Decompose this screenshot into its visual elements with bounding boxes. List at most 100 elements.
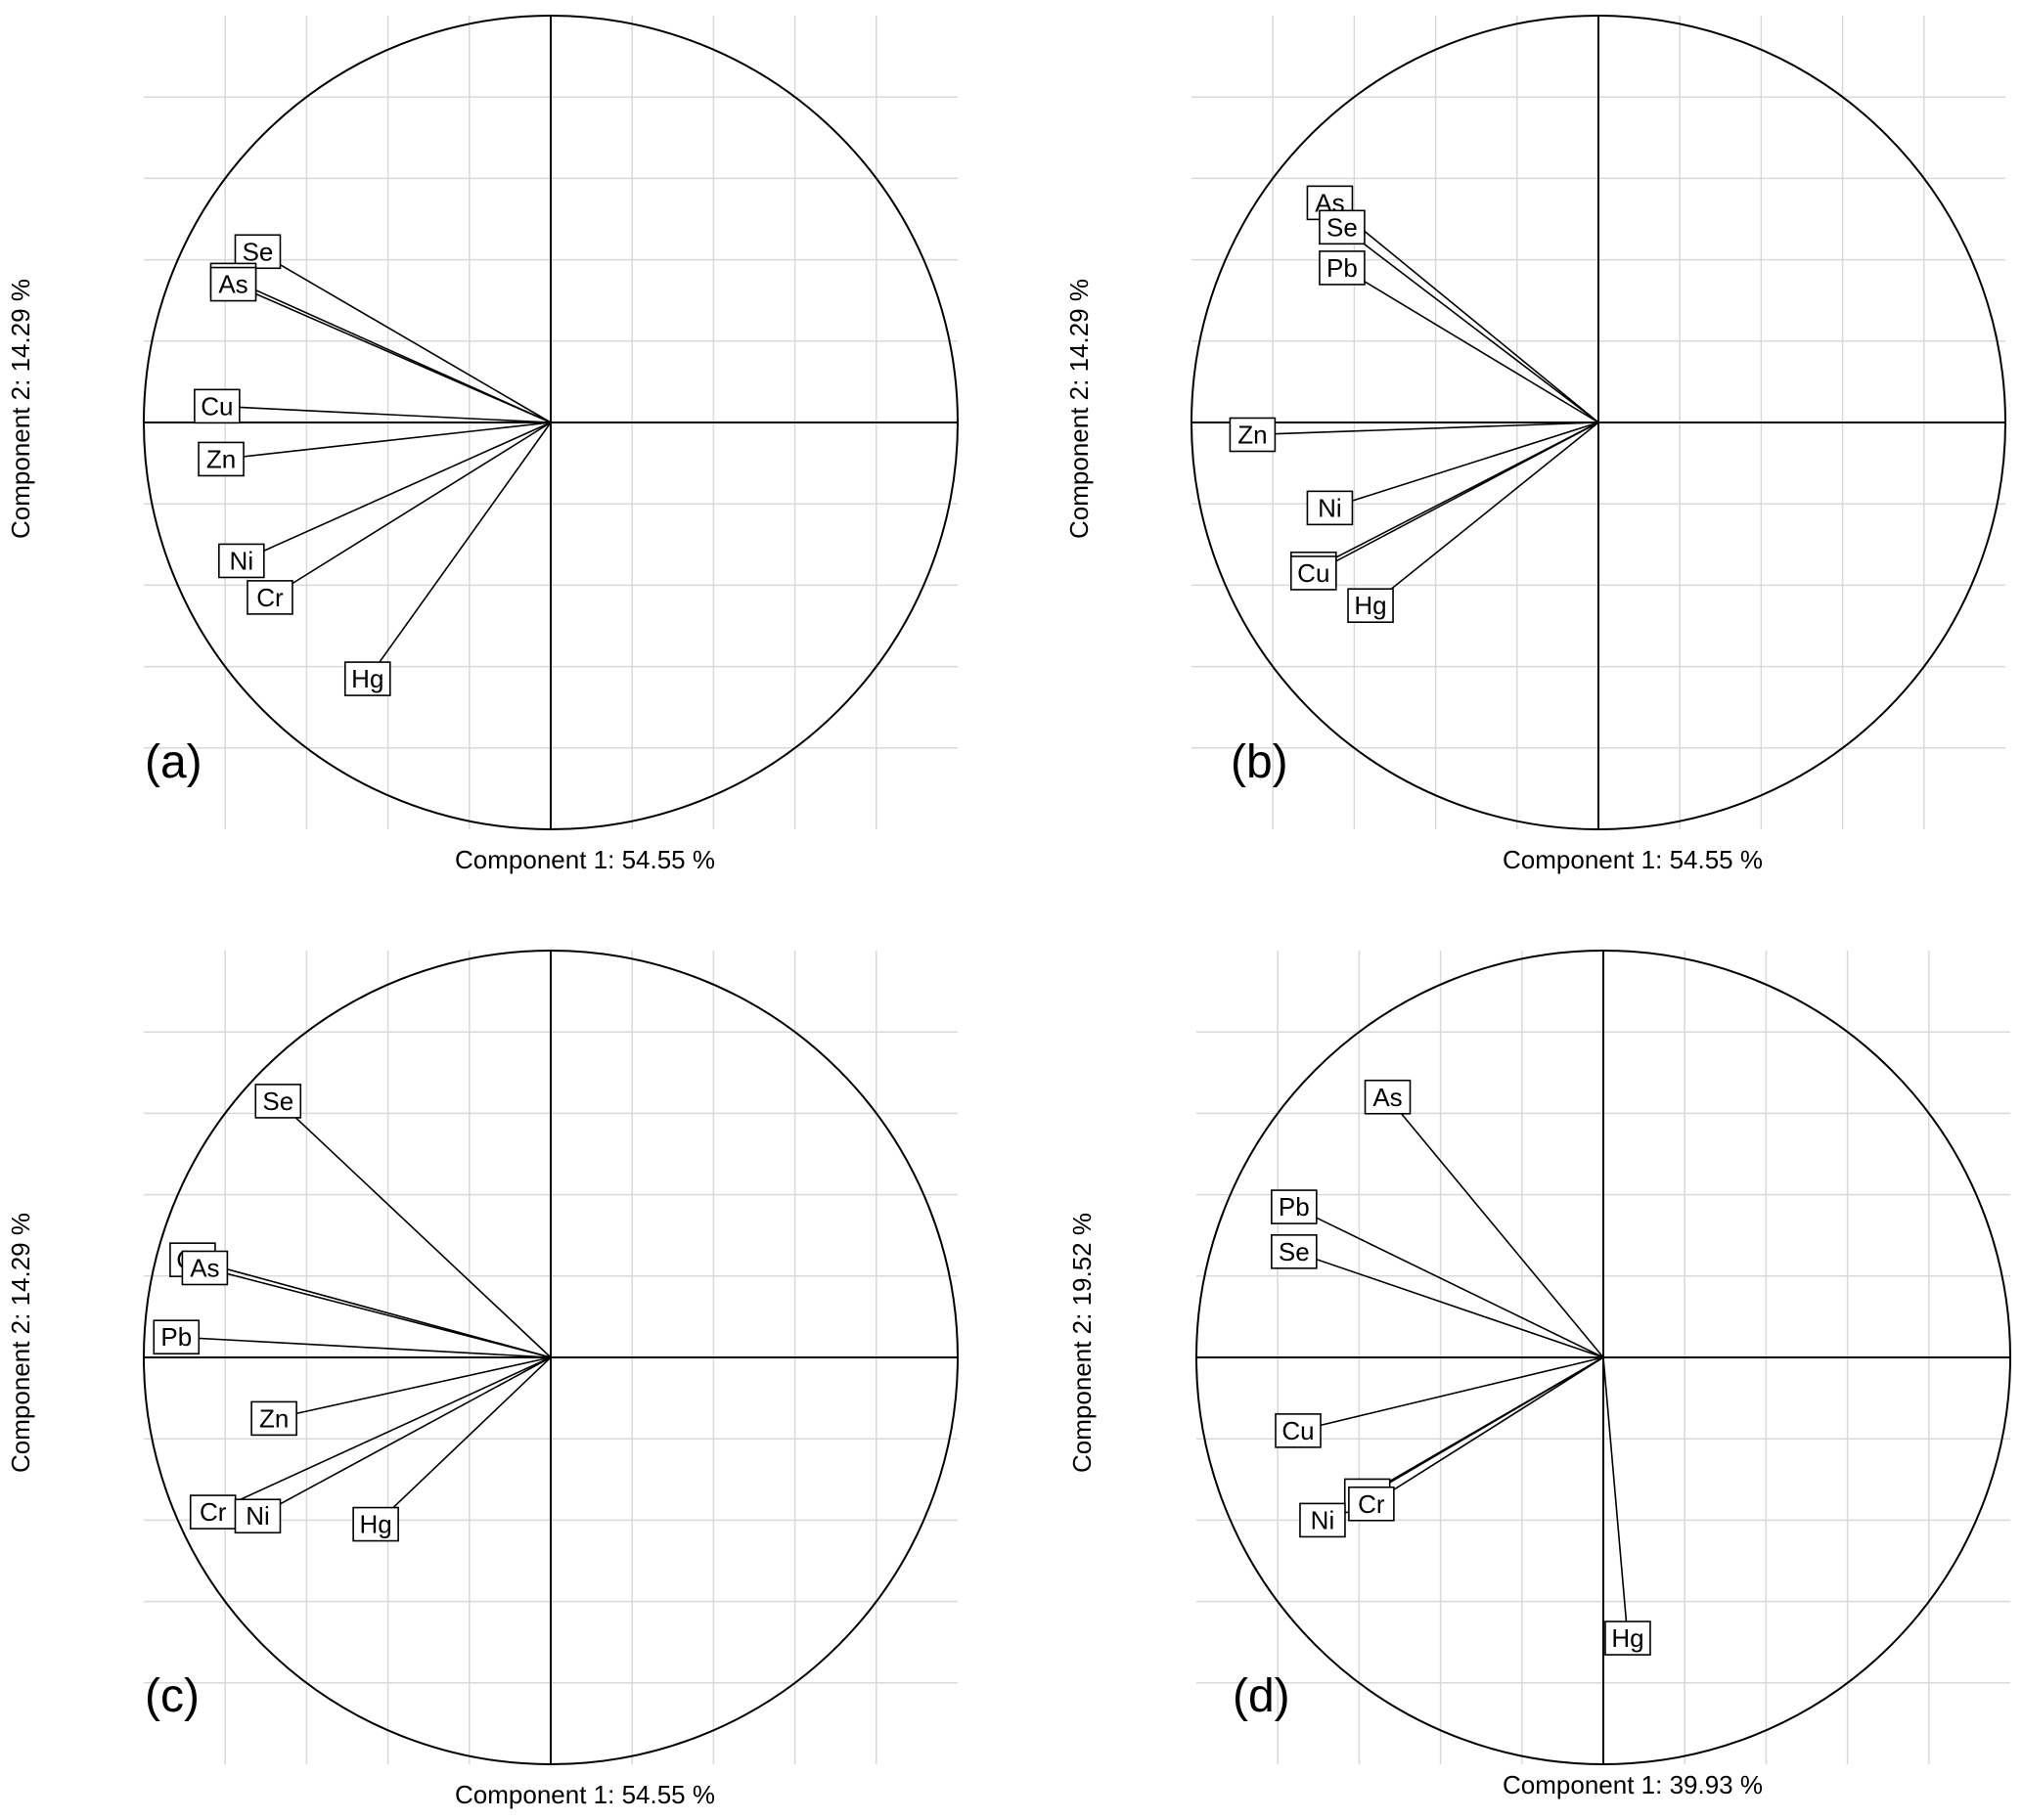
label-box	[250, 1400, 297, 1437]
label-box	[181, 1250, 229, 1286]
panel-label: (c)	[145, 1670, 200, 1722]
variable-label-cr: Cr	[189, 1494, 237, 1530]
label-box	[218, 543, 265, 579]
label-text: Ni	[230, 546, 254, 575]
label-box	[234, 1498, 282, 1534]
label-text: Cr	[200, 1497, 227, 1527]
label-text: Pb	[160, 1322, 192, 1352]
panel-label: (b)	[1231, 736, 1288, 788]
label-box	[194, 388, 241, 424]
variable-label-ni: Ni	[218, 543, 265, 579]
variable-label-zn: Zn	[250, 1400, 297, 1437]
label-text: Cu	[1281, 1416, 1314, 1445]
variable-label-cr: Cr	[247, 580, 293, 615]
loading-arrow-hg	[1370, 422, 1599, 605]
label-text: Ni	[1318, 493, 1342, 522]
label-text: Hg	[1611, 1623, 1643, 1653]
label-box	[247, 580, 293, 615]
variable-label-as: As	[1364, 1079, 1412, 1115]
loading-arrow-as	[1329, 202, 1599, 423]
x-axis-title: Component 1: 39.93 %	[1503, 1770, 1763, 1799]
label-text: Zn	[259, 1403, 289, 1433]
label-text: Pb	[1279, 1192, 1310, 1221]
pca-panel: AsSePbZnNiCrCuHgComponent 1: 54.55 %Comp…	[1064, 15, 2006, 874]
variable-label-se: Se	[1319, 209, 1366, 245]
y-axis-title: Component 2: 19.52 %	[1067, 1213, 1097, 1473]
variable-label-hg: Hg	[1347, 588, 1394, 624]
label-box	[343, 661, 391, 696]
loading-arrow-cu	[1298, 1356, 1604, 1431]
variable-label-ni: Ni	[1306, 490, 1354, 526]
variable-label-hg: Hg	[352, 1506, 399, 1542]
loading-arrow-as	[204, 1267, 552, 1358]
label-text: As	[218, 270, 247, 299]
y-axis-title: Component 2: 14.29 %	[6, 1213, 35, 1473]
variable-label-cu: Cu	[1290, 555, 1337, 591]
label-box	[352, 1506, 399, 1542]
loading-arrow-se	[1342, 227, 1599, 423]
label-box	[153, 1319, 201, 1354]
label-text: Cu	[1297, 558, 1329, 588]
variable-label-cu: Cu	[1275, 1413, 1322, 1448]
loading-arrow-ni	[242, 422, 552, 560]
variable-label-pb: Pb	[153, 1319, 201, 1354]
label-text: Hg	[359, 1510, 391, 1539]
variable-label-as: As	[209, 266, 257, 302]
panel-label: (a)	[145, 736, 202, 788]
variable-label-cr: Cr	[1348, 1486, 1395, 1522]
label-box	[209, 266, 257, 302]
label-box	[1271, 1189, 1318, 1224]
loading-arrow-zn	[274, 1356, 552, 1418]
variable-label-zn: Zn	[198, 441, 245, 477]
label-text: Cr	[256, 583, 284, 612]
panel-label: (d)	[1233, 1670, 1290, 1722]
label-box	[1306, 490, 1354, 526]
label-text: Se	[1326, 212, 1358, 242]
loading-arrow-se	[278, 1101, 552, 1358]
label-text: Pb	[1326, 253, 1358, 283]
label-box	[1229, 417, 1277, 453]
loading-arrow-ni	[1329, 422, 1599, 508]
loading-arrow-cr	[1371, 1356, 1604, 1504]
label-text: Ni	[1311, 1505, 1335, 1534]
loading-arrow-as	[234, 285, 552, 423]
label-box	[1319, 250, 1366, 286]
label-text: Zn	[1237, 420, 1267, 449]
x-axis-title: Component 1: 54.55 %	[455, 845, 715, 874]
label-box	[1299, 1502, 1346, 1538]
label-text: Cr	[1358, 1489, 1385, 1519]
label-box	[1271, 1234, 1318, 1269]
label-box	[1364, 1079, 1412, 1115]
label-text: Cu	[201, 391, 233, 421]
label-box	[1275, 1413, 1322, 1448]
variable-label-pb: Pb	[1271, 1189, 1318, 1224]
loading-arrow-zn	[1252, 422, 1599, 434]
variable-label-pb: Pb	[1319, 250, 1366, 286]
loading-arrow-as	[1388, 1097, 1604, 1358]
variable-label-zn: Zn	[1229, 417, 1277, 453]
loading-arrow-se	[257, 251, 552, 423]
label-text: As	[190, 1253, 219, 1282]
label-box	[189, 1494, 237, 1530]
loading-arrow-cu	[193, 1260, 552, 1358]
label-text: Se	[243, 237, 274, 266]
loading-arrow-cr	[213, 1356, 552, 1512]
pca-panel: SePbAsCuZnNiCrHgComponent 1: 54.55 %Comp…	[6, 15, 959, 874]
label-text: Zn	[206, 444, 236, 473]
loading-arrow-cr	[270, 422, 552, 598]
label-box	[198, 441, 245, 477]
label-box	[1604, 1620, 1651, 1656]
loading-arrow-cu	[217, 406, 552, 423]
label-text: As	[1372, 1083, 1402, 1112]
pca-panel: SeCuAsPbZnCrNiHgComponent 1: 54.55 %Comp…	[6, 950, 959, 1809]
loading-arrow-pb	[1342, 268, 1599, 423]
label-text: Hg	[1354, 591, 1386, 620]
loading-arrow-pb	[1294, 1207, 1604, 1358]
loading-arrow-se	[1294, 1252, 1604, 1358]
label-text: Se	[1279, 1237, 1310, 1266]
variable-label-se: Se	[1271, 1234, 1318, 1269]
variable-label-hg: Hg	[1604, 1620, 1651, 1656]
variable-label-ni: Ni	[234, 1498, 282, 1534]
label-box	[1319, 209, 1366, 245]
